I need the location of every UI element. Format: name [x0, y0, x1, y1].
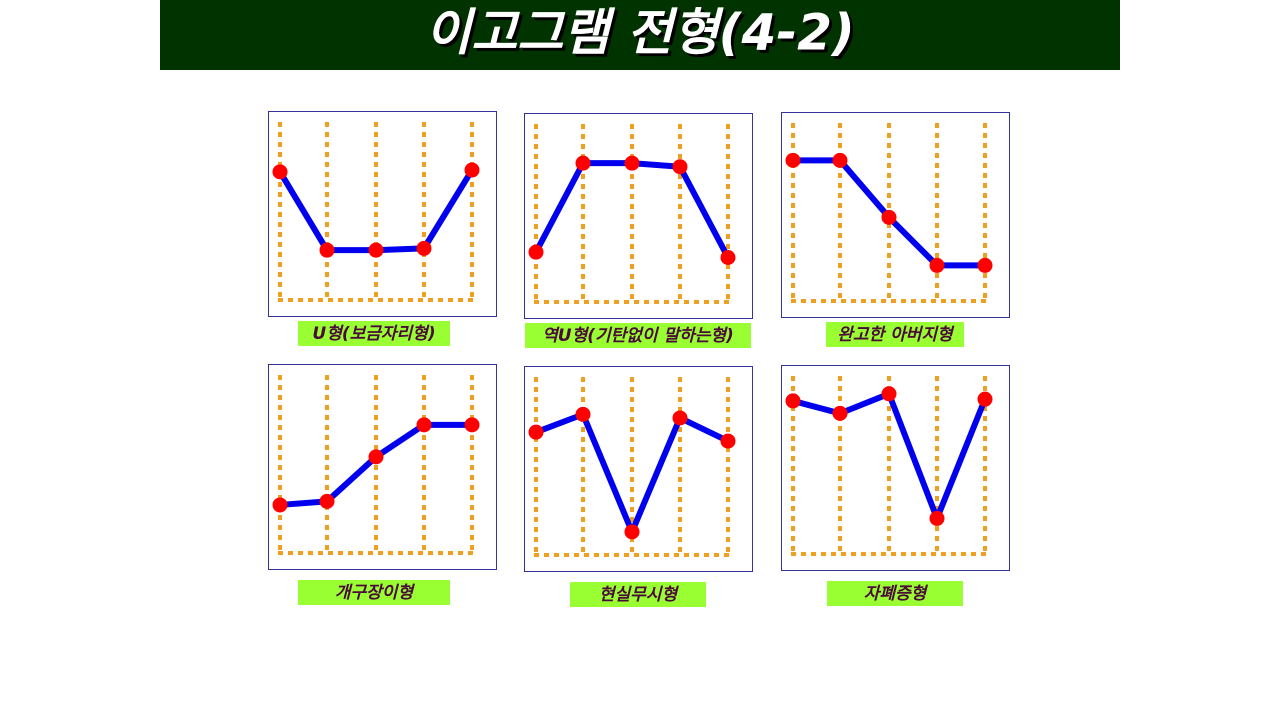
data-point	[881, 386, 897, 402]
data-point	[977, 257, 993, 273]
data-point	[368, 242, 384, 258]
data-point	[272, 497, 288, 513]
data-point	[672, 159, 688, 175]
chart-caption: 완고한 아버지형	[837, 325, 955, 345]
data-point	[832, 152, 848, 168]
data-point	[881, 209, 897, 225]
data-point	[416, 417, 432, 433]
data-point	[464, 162, 480, 178]
title-bar	[160, 0, 1120, 70]
slide-title: 이고그램 전형(4-2)	[425, 4, 854, 62]
data-point	[720, 250, 736, 265]
data-point	[528, 424, 544, 440]
chart-caption: 역U형(기탄없이 말하는형)	[542, 326, 734, 346]
chart-caption: 개구장이형	[335, 583, 416, 603]
data-point	[575, 155, 591, 171]
data-point	[624, 155, 640, 171]
data-point	[977, 391, 993, 407]
data-point	[672, 410, 688, 426]
data-point	[319, 493, 335, 509]
data-point	[624, 524, 640, 540]
data-point	[785, 393, 801, 409]
data-point	[720, 433, 736, 449]
data-point	[416, 240, 432, 256]
data-point	[929, 257, 945, 273]
caption-bg	[525, 323, 751, 348]
data-point	[832, 405, 848, 421]
caption-bg	[826, 322, 964, 347]
data-point	[464, 417, 480, 433]
caption-bg	[298, 321, 450, 346]
caption-bg	[827, 581, 963, 606]
chart-frame	[524, 113, 753, 319]
chart-caption: 자폐증형	[864, 584, 929, 604]
data-point	[319, 242, 335, 258]
data-point	[528, 244, 544, 260]
chart-caption: U형(보금자리형)	[312, 324, 435, 344]
chart-frame	[524, 366, 753, 572]
caption-bg	[570, 582, 706, 607]
data-point	[368, 449, 384, 465]
data-point	[272, 164, 288, 180]
data-point	[575, 406, 591, 422]
data-point	[929, 510, 945, 526]
caption-bg	[298, 580, 450, 605]
chart-frame	[268, 364, 497, 570]
chart-caption: 현실무시형	[599, 585, 680, 605]
chart-frame	[781, 365, 1010, 571]
data-point	[785, 152, 801, 168]
